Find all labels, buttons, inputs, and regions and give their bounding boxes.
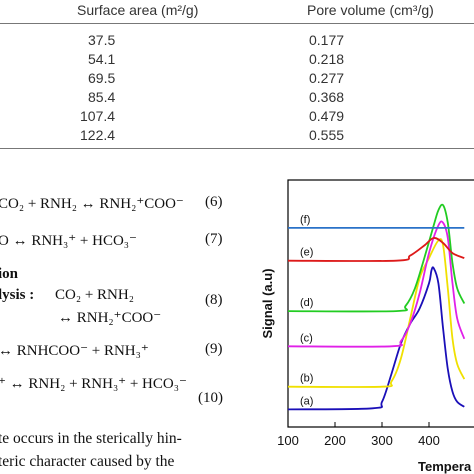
- equation-number-7: (7): [205, 231, 223, 247]
- table-cell: 107.4: [80, 108, 116, 124]
- table-header-rule: [0, 23, 474, 24]
- series-label: (b): [300, 373, 313, 385]
- equation-7: O ↔ RNH₃⁺ + HCO₃⁻: [0, 233, 137, 249]
- series-line: [287, 203, 466, 313]
- equation-number-8: (8): [205, 292, 223, 308]
- x-tick-label: 300: [371, 433, 393, 448]
- table-cell: 0.277: [309, 70, 345, 86]
- table-cell: 0.555: [309, 127, 345, 143]
- series-label: (a): [300, 395, 313, 407]
- table-bottom-rule: [0, 148, 474, 149]
- equation-8-continued: ↔ RNH₂⁺COO⁻: [58, 310, 162, 326]
- table-cell: 69.5: [88, 70, 116, 86]
- series-line: [287, 237, 465, 262]
- series-label: (d): [300, 297, 313, 309]
- x-tick-label: 100: [277, 433, 299, 448]
- table-cell: 0.177: [309, 32, 345, 48]
- series-line: [287, 220, 466, 348]
- table-cell: 85.4: [88, 89, 116, 105]
- series-label: (f): [300, 214, 310, 226]
- equation-heading: ion: [0, 266, 19, 282]
- equation-8: CO₂ + RNH₂: [55, 287, 134, 303]
- table-cell: 54.1: [88, 51, 116, 67]
- equation-number-9: (9): [205, 341, 223, 357]
- series-label: (c): [300, 332, 313, 344]
- table-cell: 0.479: [309, 108, 345, 124]
- table-cell: 122.4: [80, 127, 116, 143]
- table-cell: 0.218: [309, 51, 345, 67]
- series-line: [287, 266, 465, 411]
- table-header-pore-volume: Pore volume (cm³/g): [307, 2, 434, 18]
- table-header-surface-area: Surface area (m²/g): [77, 2, 199, 18]
- table-cell: 37.5: [88, 32, 116, 48]
- y-axis-label: Signal (a.u): [260, 268, 275, 338]
- x-axis-label: Tempera: [418, 459, 472, 474]
- x-tick-label: 400: [418, 433, 440, 448]
- equation-10: ⁺ ↔ RNH₂ + RNH₃⁺ + HCO₃⁻: [0, 376, 187, 392]
- equation-9: ↔ RNHCOO⁻ + RNH₃⁺: [0, 343, 149, 359]
- body-text-line: teric character caused by the: [0, 453, 175, 470]
- equation-heading-continued: lysis :: [0, 287, 35, 303]
- x-tick-label: 200: [324, 433, 346, 448]
- equation-number-10: (10): [198, 390, 223, 406]
- equation-number-6: (6): [205, 194, 223, 210]
- series-line: [287, 238, 466, 388]
- body-text-line: te occurs in the sterically hin-: [0, 430, 182, 447]
- series-label: (e): [300, 247, 313, 259]
- equation-6: CO₂ + RNH₂ ↔ RNH₂⁺COO⁻: [0, 196, 184, 212]
- table-cell: 0.368: [309, 89, 345, 105]
